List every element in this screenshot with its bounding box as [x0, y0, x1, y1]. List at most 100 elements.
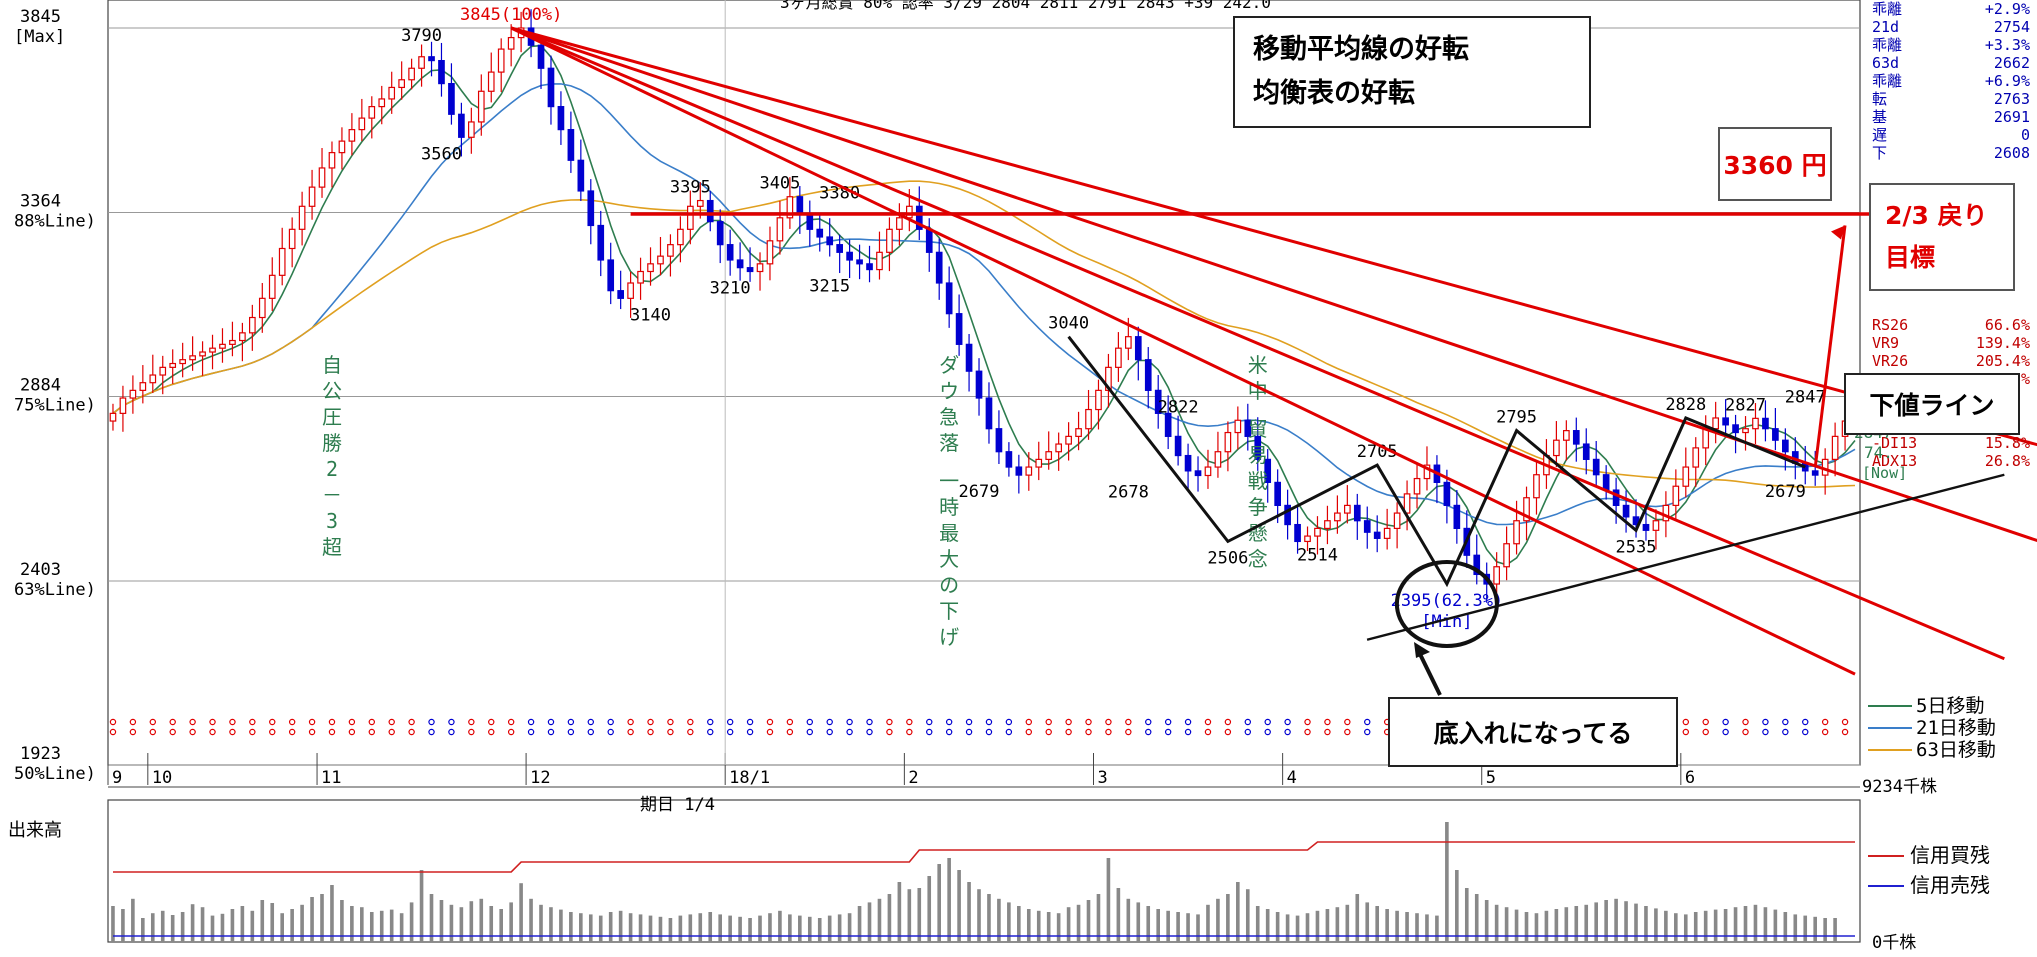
candle-body — [1523, 497, 1530, 522]
candle-body — [1035, 458, 1043, 468]
candle-body — [448, 83, 455, 115]
signal-dot — [707, 728, 714, 736]
signal-dot — [1682, 718, 1689, 726]
candle-body — [1314, 527, 1321, 537]
candle-body — [139, 382, 147, 391]
candle-body — [1174, 435, 1182, 457]
volume-bar — [1355, 894, 1360, 942]
signal-dot — [328, 728, 336, 736]
event-char: 勝 — [322, 431, 342, 455]
volume-bar — [1753, 904, 1758, 942]
signal-dot — [1164, 718, 1172, 726]
volume-bar — [340, 900, 344, 942]
month-label: 12 — [530, 768, 550, 788]
candle-body — [229, 339, 236, 345]
signal-dot — [1284, 718, 1291, 726]
candle-body — [557, 106, 565, 131]
signal-dot — [1682, 728, 1689, 736]
volume-bar — [280, 913, 284, 942]
volume-bar — [290, 909, 294, 942]
candle-body — [1612, 489, 1620, 507]
event-char: の — [939, 573, 959, 597]
volume-bar — [1435, 915, 1439, 942]
signal-dot — [129, 728, 137, 736]
volume-bar — [1723, 909, 1728, 942]
signal-dot — [288, 728, 296, 736]
volume-bar — [509, 902, 513, 942]
candle-body — [965, 343, 973, 372]
signal-dot — [627, 728, 634, 736]
candle-body — [258, 297, 266, 319]
signal-dot — [647, 718, 654, 726]
signal-dot — [1025, 718, 1032, 726]
candle-body — [1005, 451, 1013, 468]
volume-bar — [379, 910, 384, 942]
volume-bar — [1066, 907, 1071, 942]
candle-body — [1334, 512, 1341, 522]
event-char: 米 — [1248, 353, 1268, 377]
volume-bar — [439, 900, 444, 942]
candle-body — [169, 362, 177, 368]
candle-body — [1702, 428, 1710, 449]
signal-dot — [587, 728, 594, 736]
price-label: 3395 — [670, 178, 711, 198]
candle-body — [328, 152, 336, 169]
volume-bar — [937, 864, 941, 942]
price-label: 3845(100%) — [460, 5, 562, 25]
signal-dot — [1085, 718, 1092, 726]
price-label: [Min] — [1421, 612, 1472, 632]
support-label: 下値ライン — [1869, 391, 1995, 420]
volume-bar — [1693, 912, 1698, 942]
event-char: 超 — [322, 535, 342, 559]
candle-body — [945, 282, 953, 315]
signal-dot — [746, 718, 754, 726]
candle-body — [1055, 443, 1062, 453]
signal-dot — [388, 728, 395, 736]
volume-bar — [250, 910, 255, 942]
panel-row-label: 21d — [1872, 18, 1899, 36]
signal-dot — [1184, 718, 1192, 726]
volume-bar — [1464, 888, 1469, 942]
volume-bar — [479, 898, 484, 942]
signal-dot — [926, 728, 933, 736]
panel-row-value: +3.3% — [1985, 36, 2030, 54]
candle-body — [1184, 454, 1192, 472]
signal-dot — [687, 718, 694, 726]
signal-dot — [209, 718, 216, 726]
volume-bar — [1395, 910, 1399, 942]
candle-body — [836, 244, 843, 253]
candle-body — [268, 274, 276, 299]
candle-body — [1125, 336, 1132, 349]
volume-bar — [1136, 902, 1141, 942]
volume-bar — [419, 870, 424, 942]
signal-dot — [1722, 718, 1729, 726]
candle-body — [318, 167, 326, 188]
candle-body — [119, 397, 127, 414]
candle-body — [796, 196, 804, 215]
candle-body — [149, 374, 157, 384]
now-sub: 74. — [1864, 443, 1893, 462]
volume-bar — [1604, 900, 1608, 942]
signal-dot — [1841, 728, 1849, 736]
target-label-line-1: 2/3 戻り — [1885, 201, 1988, 230]
candle-body — [458, 113, 465, 138]
signal-dot — [866, 728, 873, 736]
volume-bar — [847, 913, 852, 942]
candle-body — [826, 236, 834, 246]
volume-bar — [1385, 909, 1389, 942]
volume-bar — [270, 903, 275, 942]
price-label: 3140 — [630, 305, 671, 325]
volume-bar — [1166, 910, 1170, 942]
signal-dot — [786, 718, 794, 726]
rebound-arrow — [1813, 225, 1847, 468]
margin-buy-label: 信用買残 — [1910, 843, 1990, 867]
signal-dot — [249, 728, 256, 736]
panel-row-value: 205.4% — [1976, 352, 2030, 370]
volume-bar — [1405, 912, 1409, 942]
moving-average-layer — [112, 44, 1856, 566]
volume-bar — [678, 915, 683, 942]
candle-body — [1513, 520, 1520, 545]
volume-bar — [170, 915, 175, 942]
candle-body — [278, 247, 286, 276]
